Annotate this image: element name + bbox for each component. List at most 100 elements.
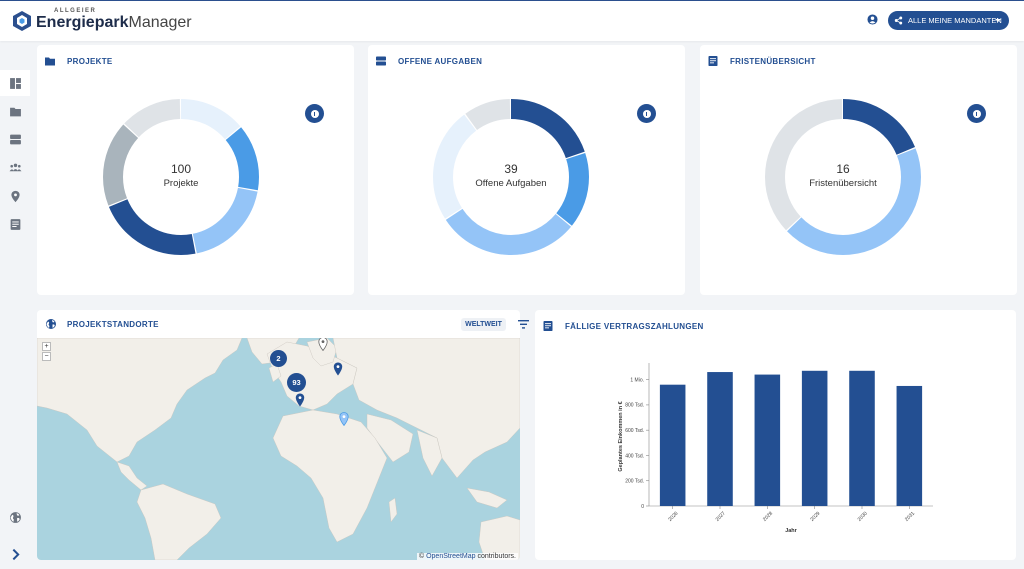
logo-small-text: ALLGEIER: [54, 8, 97, 14]
zoom-out-button[interactable]: −: [42, 352, 51, 361]
open-tasks-donut-segment-3[interactable]: [433, 99, 589, 255]
y-tick-label: 800 Tsd.: [625, 403, 644, 409]
open-tasks-donut-segment-0[interactable]: [433, 99, 589, 255]
projects-donut-chart: [103, 99, 259, 255]
filter-icon[interactable]: [518, 320, 529, 329]
storage-icon: [9, 134, 21, 144]
info-icon: [310, 109, 319, 118]
y-axis-label: Geplantes Einkommen in €: [618, 401, 624, 471]
sidebar-item-locations[interactable]: [0, 183, 30, 209]
globe-icon: [9, 511, 21, 523]
globe-icon: [46, 319, 56, 329]
bar[interactable]: [659, 384, 686, 506]
osm-link[interactable]: OpenStreetMap: [426, 553, 476, 560]
bar[interactable]: [801, 370, 828, 506]
deadlines-donut-segment-2[interactable]: [765, 99, 921, 255]
location-pin-icon[interactable]: [295, 393, 305, 407]
x-tick-label: 2030: [857, 510, 869, 522]
folder-icon: [9, 107, 21, 116]
users-icon: [9, 163, 21, 171]
projects-donut-segment-0[interactable]: [103, 99, 259, 255]
deadlines-card: FRISTENÜBERSICHT 16 Fristenübersicht: [700, 45, 1017, 295]
location-pin-icon: [10, 190, 20, 202]
x-tick-label: 2027: [715, 510, 727, 522]
x-axis-label: Jahr: [785, 528, 797, 534]
open-tasks-donut-segment-2[interactable]: [433, 99, 589, 255]
card-title: PROJEKTE: [67, 57, 113, 66]
info-icon: [642, 109, 651, 118]
folder-icon: [45, 57, 55, 66]
y-tick-label: 600 Tsd.: [625, 428, 644, 434]
projects-label: Projekte: [163, 178, 199, 189]
location-pin-icon[interactable]: [318, 338, 328, 351]
projects-total: 100: [170, 162, 192, 176]
deadlines-donut-segment-1[interactable]: [765, 99, 921, 255]
dashboard-icon: [9, 77, 21, 89]
user-account-icon[interactable]: [867, 14, 878, 25]
map-attribution: © OpenStreetMap contributors.: [416, 553, 518, 560]
location-pin-icon[interactable]: [333, 362, 343, 376]
open-tasks-card: OFFENE AUFGABEN 39 Offene Aufgaben: [368, 45, 685, 295]
deadlines-total: 16: [836, 162, 850, 176]
projects-donut-segment-4[interactable]: [103, 99, 259, 255]
map-cluster-marker[interactable]: 2: [270, 350, 287, 367]
mandant-selector-label: ALLE MEINE MANDANTEN: [908, 16, 1002, 25]
app-header: ALLGEIER EnergieparkManager ALLE MEINE M…: [0, 0, 1024, 41]
projects-card: PROJEKTE 100 Projekte: [37, 45, 354, 295]
chevron-down-icon: [995, 19, 1001, 22]
card-title: FRISTENÜBERSICHT: [730, 57, 816, 66]
info-icon: [972, 109, 981, 118]
bar[interactable]: [754, 374, 781, 506]
open-tasks-total: 39: [504, 162, 518, 176]
scope-weltweit-button[interactable]: WELTWEIT: [461, 318, 506, 331]
logo-hexagon-icon: [13, 11, 31, 31]
app-logo[interactable]: ALLGEIER EnergieparkManager: [12, 8, 192, 34]
deadlines-label: Fristenübersicht: [809, 178, 877, 189]
deadlines-donut-chart: [765, 99, 921, 255]
projects-donut-segment-3[interactable]: [103, 99, 259, 255]
y-tick-label: 0: [641, 504, 644, 510]
sidebar-item-projects[interactable]: [0, 98, 30, 124]
info-button[interactable]: [637, 104, 656, 123]
storage-icon: [376, 56, 386, 66]
sidebar-item-dashboard[interactable]: [0, 70, 30, 96]
location-pin-icon[interactable]: [339, 412, 349, 426]
bar[interactable]: [707, 372, 733, 506]
logo-wordmark: EnergieparkManager: [36, 14, 192, 31]
sidebar-expand-toggle[interactable]: [0, 541, 30, 567]
deadlines-donut-segment-0[interactable]: [765, 99, 921, 255]
sidebar-item-documents[interactable]: [0, 211, 30, 237]
open-tasks-label: Offene Aufgaben: [475, 178, 547, 189]
zoom-in-button[interactable]: +: [42, 342, 51, 351]
world-map-land: [37, 338, 520, 560]
bar[interactable]: [849, 370, 875, 506]
donut-center-label: 100 Projekte: [121, 162, 241, 189]
mandant-selector-button[interactable]: ALLE MEINE MANDANTEN: [888, 11, 1009, 30]
sidebar-item-storage[interactable]: [0, 126, 30, 152]
x-tick-label: 2026: [667, 510, 679, 522]
hierarchy-icon: [894, 16, 903, 25]
payments-bar-chart: 0 200 Tsd. 400 Tsd. 600 Tsd. 800 Tsd. 1 Mio. 2…: [618, 363, 933, 534]
project-locations-card: PROJEKTSTANDORTE WELTWEIT: [37, 310, 529, 560]
bar[interactable]: [896, 385, 923, 506]
chevron-right-icon: [12, 548, 20, 560]
sidebar-item-users[interactable]: [0, 154, 30, 180]
project-map[interactable]: + − 2 93 © OpenStreetMap contributors.: [37, 338, 520, 560]
card-title: FÄLLIGE VERTRAGSZAHLUNGEN: [565, 322, 704, 331]
sidebar-item-global[interactable]: [0, 504, 30, 530]
info-button[interactable]: [305, 104, 324, 123]
document-icon: [10, 218, 20, 230]
open-tasks-donut-segment-1[interactable]: [433, 99, 589, 255]
y-tick-label: 400 Tsd.: [625, 453, 644, 459]
donut-center-label: 16 Fristenübersicht: [783, 162, 903, 189]
card-title: PROJEKTSTANDORTE: [67, 320, 159, 329]
x-tick-label: 2029: [809, 510, 821, 522]
card-title: OFFENE AUFGABEN: [398, 57, 483, 66]
document-icon: [708, 56, 718, 66]
info-button[interactable]: [967, 104, 986, 123]
document-icon: [543, 321, 553, 331]
map-cluster-marker[interactable]: 93: [287, 373, 306, 392]
x-tick-label: 2031: [904, 510, 916, 522]
y-tick-label: 1 Mio.: [630, 377, 644, 383]
projects-donut-segment-1[interactable]: [103, 99, 259, 255]
